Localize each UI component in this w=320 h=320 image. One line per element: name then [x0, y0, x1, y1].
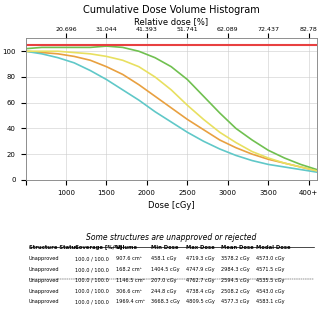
Text: 4719.3 cGy: 4719.3 cGy: [186, 256, 214, 261]
Text: 100.0 / 100.0: 100.0 / 100.0: [75, 267, 109, 272]
Title: Cumulative Dose Volume Histogram: Cumulative Dose Volume Histogram: [83, 5, 260, 15]
Text: Unapproved: Unapproved: [28, 300, 59, 304]
Text: 244.8 cGy: 244.8 cGy: [151, 289, 176, 294]
Text: 4809.5 cGy: 4809.5 cGy: [186, 300, 215, 304]
Text: 1404.5 cGy: 1404.5 cGy: [151, 267, 180, 272]
Text: 4577.3 cGy: 4577.3 cGy: [221, 300, 249, 304]
Text: 2508.2 cGy: 2508.2 cGy: [221, 289, 250, 294]
Text: Some structures are unapproved or rejected: Some structures are unapproved or reject…: [86, 233, 256, 242]
Text: Modal Dose: Modal Dose: [256, 245, 290, 250]
Text: Coverage [%/%]: Coverage [%/%]: [75, 245, 122, 250]
Text: 100.0 / 100.0: 100.0 / 100.0: [75, 256, 109, 261]
Text: 4535.5 cGy: 4535.5 cGy: [256, 278, 284, 283]
Text: 4573.0 cGy: 4573.0 cGy: [256, 256, 284, 261]
Text: 2594.5 cGy: 2594.5 cGy: [221, 278, 249, 283]
Text: Unapproved: Unapproved: [28, 267, 59, 272]
Text: 100.0 / 100.0: 100.0 / 100.0: [75, 289, 109, 294]
Text: 3668.3 cGy: 3668.3 cGy: [151, 300, 180, 304]
Text: 100.0 / 100.0: 100.0 / 100.0: [75, 300, 109, 304]
Text: Mean Dose: Mean Dose: [221, 245, 253, 250]
Text: Min Dose: Min Dose: [151, 245, 178, 250]
Text: 306.6 cm³: 306.6 cm³: [116, 289, 142, 294]
Text: 3578.2 cGy: 3578.2 cGy: [221, 256, 249, 261]
Text: 207.0 cGy: 207.0 cGy: [151, 278, 176, 283]
Text: 4738.4 cGy: 4738.4 cGy: [186, 289, 214, 294]
Text: 4747.9 cGy: 4747.9 cGy: [186, 267, 214, 272]
Text: 100.0 / 100.0: 100.0 / 100.0: [75, 278, 109, 283]
X-axis label: Dose [cGy]: Dose [cGy]: [148, 201, 195, 210]
Text: 1969.4 cm³: 1969.4 cm³: [116, 300, 145, 304]
Text: 4583.1 cGy: 4583.1 cGy: [256, 300, 284, 304]
Text: 4762.7 cGy: 4762.7 cGy: [186, 278, 214, 283]
Text: 4543.0 cGy: 4543.0 cGy: [256, 289, 284, 294]
Text: Unapproved: Unapproved: [28, 278, 59, 283]
Text: Max Dose: Max Dose: [186, 245, 214, 250]
Text: 2984.3 cGy: 2984.3 cGy: [221, 267, 250, 272]
Text: 907.6 cm³: 907.6 cm³: [116, 256, 142, 261]
Text: 458.1 cGy: 458.1 cGy: [151, 256, 176, 261]
Text: Structure Status: Structure Status: [28, 245, 78, 250]
Text: 1146.5 cm³: 1146.5 cm³: [116, 278, 145, 283]
Text: Unapproved: Unapproved: [28, 289, 59, 294]
Text: 168.2 cm³: 168.2 cm³: [116, 267, 141, 272]
Text: Volume: Volume: [116, 245, 138, 250]
Text: Unapproved: Unapproved: [28, 256, 59, 261]
Text: 4571.5 cGy: 4571.5 cGy: [256, 267, 284, 272]
X-axis label: Relative dose [%]: Relative dose [%]: [134, 17, 208, 26]
